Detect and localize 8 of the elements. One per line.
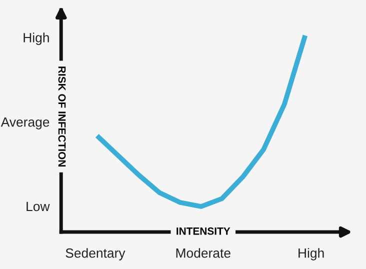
text: Low	[26, 202, 50, 212]
y-axis-title: RISK OF INFECTION	[58, 66, 66, 166]
x-axis-title: INTENSITY	[176, 227, 230, 235]
text: Sedentary	[66, 248, 126, 260]
text: High	[24, 32, 49, 45]
text: High	[298, 248, 324, 260]
text: Moderate	[176, 248, 230, 258]
text: Average	[0, 118, 50, 130]
